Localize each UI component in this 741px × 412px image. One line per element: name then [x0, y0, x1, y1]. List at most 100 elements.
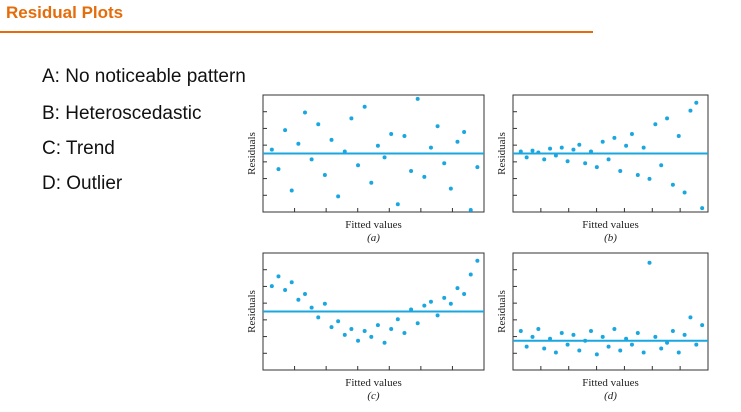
point [296, 297, 301, 302]
point [583, 161, 588, 166]
slide-title: Residual Plots [6, 3, 123, 22]
point [688, 315, 693, 320]
list-item: D: Outlier [42, 173, 123, 194]
point [559, 145, 564, 150]
point [641, 350, 646, 355]
list-item: C: Trend [42, 138, 115, 159]
point [336, 319, 341, 324]
point [542, 157, 547, 162]
point [283, 128, 288, 133]
point [402, 133, 407, 138]
point [624, 336, 629, 341]
point [676, 133, 681, 138]
point [647, 176, 652, 181]
point [389, 327, 394, 332]
point [530, 148, 535, 153]
point [577, 348, 582, 353]
point [641, 145, 646, 150]
point [375, 143, 380, 148]
point [356, 163, 361, 168]
point [659, 346, 664, 351]
x-axis-label: Fitted values [345, 377, 402, 389]
point [624, 143, 629, 148]
list-item: A: No noticeable pattern [42, 66, 246, 87]
point [659, 163, 664, 168]
point [422, 303, 427, 308]
point [548, 336, 553, 341]
point [316, 315, 321, 320]
point [553, 350, 558, 355]
point [336, 194, 341, 199]
point [302, 110, 307, 115]
point [468, 208, 473, 213]
point [536, 150, 541, 155]
point [276, 167, 281, 172]
point [302, 291, 307, 296]
point [635, 172, 640, 177]
point [536, 327, 541, 332]
x-axis-label: Fitted values [582, 219, 639, 231]
point [269, 284, 274, 289]
point [565, 342, 570, 347]
point [682, 332, 687, 337]
point [435, 124, 440, 129]
point [670, 329, 675, 333]
point [518, 329, 523, 333]
point [583, 338, 588, 343]
point [322, 301, 327, 306]
point [289, 188, 294, 193]
point [382, 155, 387, 160]
point [629, 132, 634, 136]
point [342, 332, 347, 337]
point [283, 288, 288, 293]
point [382, 340, 387, 345]
point [612, 135, 617, 140]
point [565, 159, 570, 164]
point [375, 323, 380, 328]
point [524, 344, 529, 349]
point [589, 149, 593, 154]
point [518, 149, 523, 154]
point [606, 344, 611, 349]
point [594, 352, 599, 357]
point [589, 329, 593, 333]
point [428, 299, 433, 304]
caption: (c) [367, 390, 380, 402]
point [395, 202, 400, 207]
point [524, 155, 529, 160]
point [389, 132, 394, 136]
point [475, 258, 480, 263]
point [571, 332, 576, 337]
point [542, 346, 547, 351]
point [309, 305, 314, 310]
point [665, 340, 670, 345]
caption: (b) [604, 232, 617, 244]
point [362, 104, 367, 109]
x-axis-label: Fitted values [345, 219, 402, 231]
point [665, 116, 670, 121]
point [409, 169, 414, 174]
point [322, 172, 327, 177]
point [688, 108, 693, 113]
y-axis-label: Residuals [496, 290, 508, 333]
point [356, 338, 361, 343]
point [647, 260, 652, 265]
list-item: B: Heteroscedastic [42, 103, 201, 124]
point [289, 280, 294, 285]
point [571, 147, 576, 152]
point [296, 141, 301, 146]
point [548, 146, 553, 151]
point [700, 323, 705, 328]
point [577, 142, 582, 147]
point [415, 321, 420, 326]
point [316, 122, 321, 127]
point [349, 116, 354, 121]
point [369, 180, 374, 185]
caption: (a) [367, 232, 380, 244]
point [362, 329, 367, 333]
point [653, 334, 658, 339]
y-axis-label: Residuals [246, 290, 258, 333]
point [455, 139, 460, 144]
point [422, 174, 427, 179]
